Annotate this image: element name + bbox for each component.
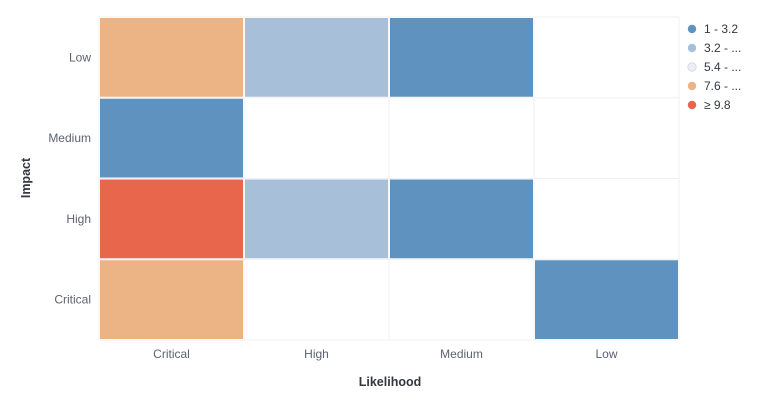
- x-tick-label: Critical: [153, 347, 190, 361]
- heatmap-cell[interactable]: [390, 179, 533, 259]
- heatmap-cell[interactable]: [245, 179, 388, 259]
- legend-item[interactable]: 5.4 - ...: [687, 60, 742, 74]
- x-axis-title: Likelihood: [359, 375, 422, 389]
- heatmap-cell[interactable]: [100, 18, 243, 97]
- heatmap-cell[interactable]: [390, 18, 533, 97]
- legend-swatch: [687, 100, 697, 110]
- heatmap-cells: [100, 18, 678, 339]
- legend-item[interactable]: 7.6 - ...: [687, 79, 742, 93]
- x-tick-label: Medium: [440, 347, 483, 361]
- legend-swatch: [687, 81, 697, 91]
- legend-swatch: [687, 43, 697, 53]
- legend-label: 5.4 - ...: [704, 60, 741, 74]
- legend-item[interactable]: 1 - 3.2: [687, 22, 739, 36]
- legend: 1 - 3.2 3.2 - ... 5.4 - ... 7.6 - ... ≥ 9.8: [687, 22, 742, 112]
- y-tick-label: High: [66, 212, 91, 226]
- legend-label: 3.2 - ...: [704, 41, 741, 55]
- heatmap-cell[interactable]: [100, 179, 243, 259]
- legend-item[interactable]: 3.2 - ...: [687, 41, 742, 55]
- legend-swatch: [687, 62, 697, 72]
- x-tick-label: Low: [595, 347, 617, 361]
- y-tick-label: Critical: [54, 293, 91, 307]
- y-tick-label: Medium: [48, 131, 91, 145]
- heatmap-cell[interactable]: [535, 260, 678, 339]
- legend-swatch: [687, 24, 697, 34]
- y-tick-label: Low: [69, 50, 91, 64]
- y-axis-title: Impact: [19, 157, 33, 198]
- heatmap-cell[interactable]: [245, 18, 388, 97]
- x-tick-label: High: [304, 347, 329, 361]
- legend-label: 1 - 3.2: [704, 22, 738, 36]
- legend-item[interactable]: ≥ 9.8: [687, 98, 731, 112]
- x-axis-tick-labels: Critical High Medium Low: [153, 347, 618, 361]
- heatmap-cell[interactable]: [100, 98, 243, 178]
- y-axis-tick-labels: Low Medium High Critical: [48, 50, 91, 306]
- grid-lines: [98, 16, 680, 341]
- legend-label: ≥ 9.8: [704, 98, 731, 112]
- heatmap-cell[interactable]: [100, 260, 243, 339]
- legend-label: 7.6 - ...: [704, 79, 741, 93]
